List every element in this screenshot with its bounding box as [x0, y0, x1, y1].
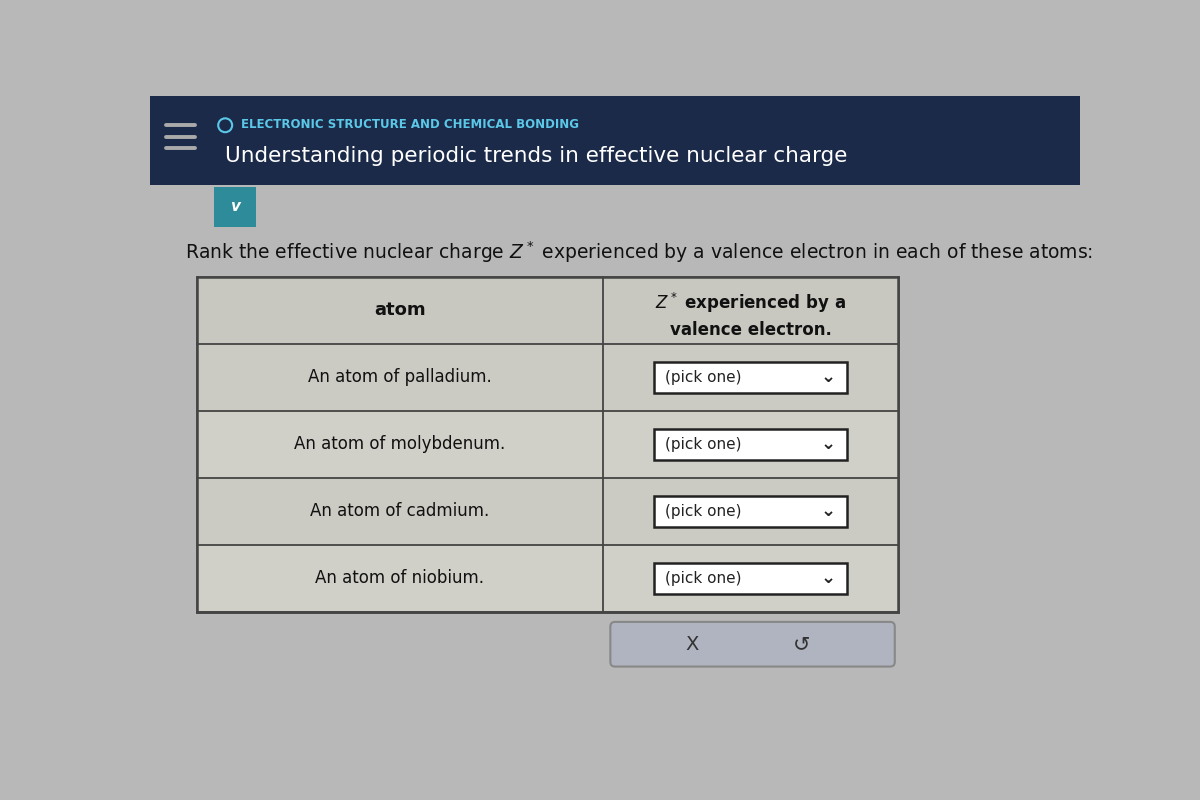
FancyBboxPatch shape: [197, 277, 898, 344]
Text: v: v: [230, 199, 240, 214]
Text: Rank the effective nuclear charge $Z^*$ experienced by a valence electron in eac: Rank the effective nuclear charge $Z^*$ …: [185, 239, 1093, 265]
Text: ⌄: ⌄: [821, 435, 836, 454]
FancyBboxPatch shape: [654, 429, 847, 460]
Text: (pick one): (pick one): [665, 437, 742, 452]
FancyBboxPatch shape: [214, 187, 256, 227]
FancyBboxPatch shape: [197, 344, 898, 411]
Text: Understanding periodic trends in effective nuclear charge: Understanding periodic trends in effecti…: [226, 146, 847, 166]
FancyBboxPatch shape: [654, 563, 847, 594]
FancyBboxPatch shape: [197, 277, 898, 344]
Text: An atom of niobium.: An atom of niobium.: [316, 570, 485, 587]
FancyBboxPatch shape: [197, 411, 898, 478]
FancyBboxPatch shape: [654, 496, 847, 527]
Text: ⌄: ⌄: [821, 502, 836, 521]
FancyBboxPatch shape: [197, 545, 898, 612]
Text: X: X: [685, 634, 698, 654]
Text: ↺: ↺: [793, 634, 811, 654]
FancyBboxPatch shape: [150, 96, 1080, 185]
Text: atom: atom: [374, 302, 426, 319]
Text: ⌄: ⌄: [821, 369, 836, 386]
FancyBboxPatch shape: [611, 622, 895, 666]
FancyBboxPatch shape: [197, 277, 898, 612]
Text: $Z^*$ experienced by a: $Z^*$ experienced by a: [655, 290, 846, 314]
FancyBboxPatch shape: [654, 362, 847, 393]
Text: An atom of palladium.: An atom of palladium.: [308, 369, 492, 386]
Text: (pick one): (pick one): [665, 370, 742, 385]
Text: (pick one): (pick one): [665, 504, 742, 519]
Text: An atom of cadmium.: An atom of cadmium.: [311, 502, 490, 521]
Text: ⌄: ⌄: [821, 570, 836, 587]
Text: (pick one): (pick one): [665, 571, 742, 586]
Text: valence electron.: valence electron.: [670, 321, 832, 338]
Text: An atom of molybdenum.: An atom of molybdenum.: [294, 435, 505, 454]
Text: ELECTRONIC STRUCTURE AND CHEMICAL BONDING: ELECTRONIC STRUCTURE AND CHEMICAL BONDIN…: [241, 118, 580, 131]
FancyBboxPatch shape: [197, 478, 898, 545]
